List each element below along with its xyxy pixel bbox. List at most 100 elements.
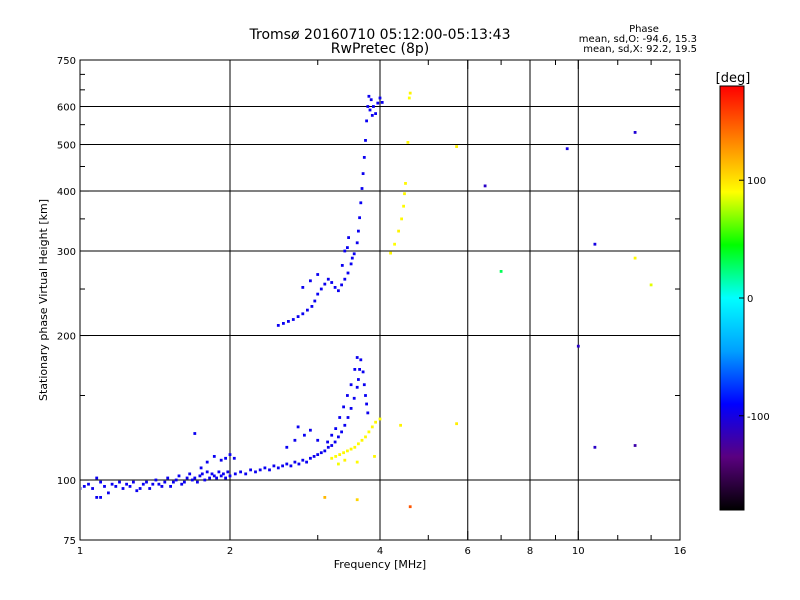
axis-ticks: 1 2 4 6 8 10 16 75 100 200 300 400 500 600 750 [57, 56, 686, 557]
echo-point [87, 482, 90, 486]
echo-point [95, 476, 99, 480]
echo-point [633, 131, 637, 134]
echo-point [296, 315, 300, 318]
echo-point [138, 487, 142, 490]
echo-point [346, 449, 349, 453]
echo-point [316, 438, 320, 442]
echo-point [309, 279, 312, 283]
echo-point [337, 435, 340, 439]
grid-lines [80, 60, 680, 540]
echo-point [367, 430, 371, 434]
echo-point [378, 96, 382, 100]
echo-point [455, 422, 458, 426]
y-tick-label: 75 [63, 536, 76, 547]
echo-point [374, 112, 377, 115]
echo-point [319, 451, 323, 455]
echo-point [633, 256, 637, 260]
echo-point [169, 485, 172, 488]
echo-point [323, 496, 327, 499]
echo-point [203, 478, 207, 482]
echo-point [285, 445, 289, 449]
echo-point [121, 487, 125, 490]
echo-point [185, 476, 189, 480]
echo-point [268, 468, 271, 472]
chart-title: Tromsø 20160710 05:12:00-05:13:43 [249, 27, 511, 43]
echo-point [340, 283, 343, 287]
echo-point [365, 119, 368, 123]
echo-point [316, 292, 320, 296]
echo-point [376, 101, 380, 105]
echo-point [400, 217, 403, 221]
echo-point [193, 432, 197, 435]
echo-point [403, 192, 406, 196]
echo-point [399, 423, 402, 427]
x-tick-label: 16 [674, 546, 687, 557]
x-tick-label: 8 [527, 546, 533, 557]
x-tick-label: 1 [77, 546, 83, 557]
echo-point [353, 445, 357, 449]
echo-point [222, 472, 225, 476]
echo-point [346, 416, 350, 419]
echo-point [174, 478, 178, 482]
echo-point [309, 456, 312, 460]
echo-point [357, 442, 360, 446]
x-tick-label: 10 [572, 546, 585, 557]
echo-point [219, 458, 223, 462]
echo-point [593, 445, 597, 449]
echo-point [355, 356, 359, 359]
echo-point [297, 462, 301, 466]
echo-point [355, 498, 359, 502]
echo-point [350, 256, 354, 260]
echo-point [334, 455, 338, 458]
echo-point [330, 433, 334, 437]
echo-point [330, 456, 334, 460]
echo-point [346, 246, 349, 249]
echo-point [210, 472, 214, 476]
echo-point [361, 370, 365, 374]
echo-point [306, 308, 309, 312]
echo-point [367, 94, 371, 98]
echo-point [343, 277, 347, 281]
echo-point [593, 242, 597, 246]
echo-point [301, 458, 305, 462]
echo-point [99, 496, 102, 499]
echo-point [389, 251, 392, 255]
echo-point [188, 472, 192, 476]
phase-heading: Phase [629, 24, 659, 35]
echo-point [81, 487, 82, 490]
echo-point [362, 156, 366, 159]
echo-point [372, 105, 375, 108]
echo-point [217, 470, 221, 474]
echo-point [118, 480, 121, 484]
echo-point [333, 286, 337, 289]
echo-point [99, 480, 102, 484]
echo-point [296, 425, 300, 429]
echo-point [198, 474, 202, 478]
echo-point [338, 453, 342, 456]
echo-point [338, 416, 342, 419]
echo-point [565, 147, 569, 151]
echo-point [369, 98, 373, 102]
echo-point [103, 485, 106, 488]
echo-point [362, 383, 366, 387]
echo-point [323, 449, 327, 453]
echo-point [183, 480, 186, 484]
echo-point [349, 262, 353, 266]
y-tick-label: 500 [57, 141, 76, 152]
echo-point [359, 358, 363, 362]
echo-point [233, 472, 237, 476]
echo-point [258, 468, 262, 472]
echo-point [114, 485, 118, 488]
echo-point [346, 271, 350, 275]
y-axis-label: Stationary phase Virtual Height [km] [37, 199, 50, 401]
phase-stat-o: mean, sd,O: -94.6, 15.3 [579, 34, 697, 45]
echo-point [215, 476, 218, 480]
echo-point [128, 485, 132, 488]
echo-point [107, 491, 110, 495]
echo-point [219, 474, 223, 478]
echo-point [380, 101, 384, 104]
echo-point [355, 241, 359, 245]
echo-point [224, 476, 227, 480]
echo-point [141, 482, 145, 486]
